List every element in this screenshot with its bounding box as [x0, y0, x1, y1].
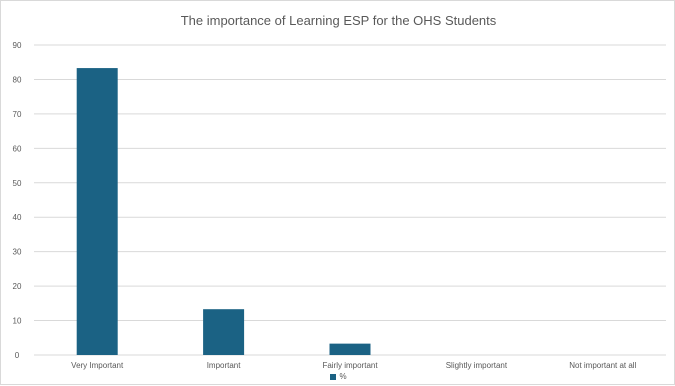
y-tick-label: 60	[13, 144, 22, 153]
y-tick-label: 10	[13, 317, 22, 326]
chart-title: The importance of Learning ESP for the O…	[180, 13, 497, 28]
y-tick-label: 50	[13, 179, 22, 188]
y-tick-label: 70	[13, 110, 22, 119]
y-tick-label: 0	[15, 351, 20, 360]
x-tick-label: Very Important	[71, 361, 124, 370]
bar	[76, 68, 118, 356]
x-tick-label: Slightly important	[446, 361, 508, 370]
y-tick-label: 30	[13, 248, 22, 257]
x-tick-label: Important	[207, 361, 242, 370]
bar	[329, 343, 371, 355]
bar	[203, 309, 245, 355]
y-tick-label: 80	[13, 75, 22, 84]
y-tick-label: 20	[13, 282, 22, 291]
x-tick-label: Fairly important	[322, 361, 378, 370]
y-tick-label: 90	[13, 41, 22, 50]
legend-swatch	[330, 373, 337, 380]
legend-label: %	[339, 372, 347, 381]
y-tick-label: 40	[13, 213, 22, 222]
chart-legend: %	[1, 372, 675, 381]
x-tick-label: Not important at all	[569, 361, 636, 370]
